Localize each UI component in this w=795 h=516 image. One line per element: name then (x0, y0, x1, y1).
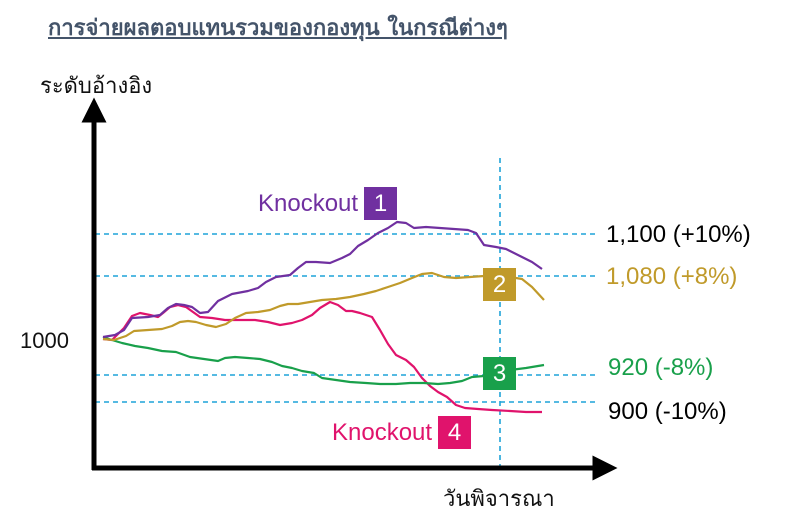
path-case-4 (102, 300, 542, 414)
case-1-tag: Knockout 1 (258, 187, 398, 220)
path-case-2 (102, 271, 545, 342)
case-badge-2: 2 (483, 268, 516, 301)
y-axis-label: ระดับอ้างอิง (40, 73, 153, 98)
reference-level-label: 1000 (20, 328, 69, 353)
path-case-3 (102, 335, 545, 386)
case-badge-1: 1 (364, 187, 398, 220)
level-label-920: 920 (-8%) (608, 354, 714, 381)
level-label-900: 900 (-10%) (608, 398, 727, 425)
page-title: การจ่ายผลตอบแทนรวมของกองทุน ในกรณีต่างๆ (48, 16, 508, 41)
case-4-tag: Knockout 4 (332, 416, 472, 449)
case-badge-4: 4 (438, 416, 472, 449)
knockout-label-1: Knockout (258, 189, 359, 217)
path-case-1 (102, 220, 543, 339)
level-label-1100: 1,100 (+10%) (606, 221, 751, 248)
x-axis-label: วันพิจารณา (443, 486, 555, 511)
knockout-label-4: Knockout (332, 418, 433, 446)
case-badge-3: 3 (483, 357, 516, 390)
level-label-1080: 1,080 (+8%) (606, 263, 738, 290)
